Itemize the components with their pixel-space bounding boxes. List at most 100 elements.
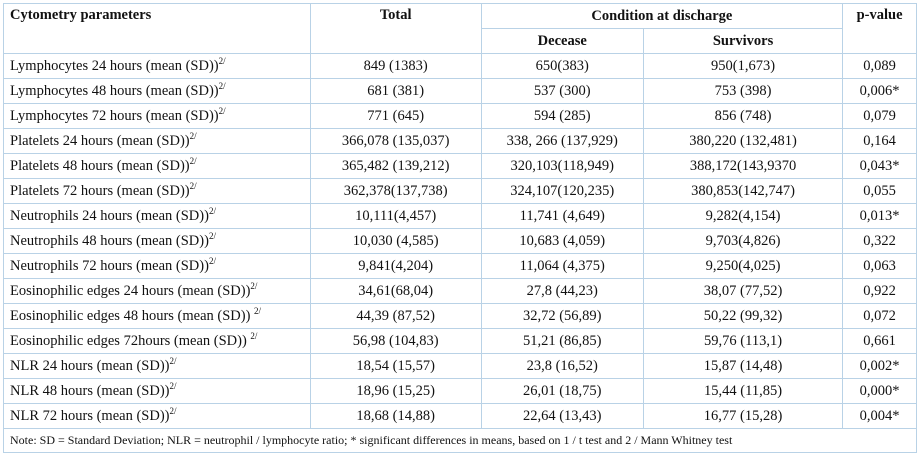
test-marker: 2/ (189, 155, 197, 166)
test-marker: 2/ (169, 380, 177, 391)
cell-pvalue: 0,072 (842, 303, 917, 329)
cell-total: 18,96 (15,25) (309, 378, 482, 404)
cell-parameter: Eosinophilic edges 24 hours (mean (SD))2… (3, 278, 311, 304)
cell-decease: 22,64 (13,43) (480, 403, 644, 429)
cell-total: 849 (1383) (309, 53, 482, 79)
table-row: Eosinophilic edges 48 hours (mean (SD)) … (3, 303, 917, 329)
cell-pvalue: 0,079 (842, 103, 917, 129)
cell-decease: 23,8 (16,52) (480, 353, 644, 379)
cell-total: 18,68 (14,88) (309, 403, 482, 429)
test-marker: 2/ (189, 180, 197, 191)
test-marker: 2/ (208, 255, 216, 266)
cell-parameter: NLR 24 hours (mean (SD))2/ (3, 353, 311, 379)
table-row: Eosinophilic edges 24 hours (mean (SD))2… (3, 278, 917, 304)
parameter-label: Neutrophils 72 hours (mean (SD)) (10, 257, 209, 274)
cell-pvalue: 0,661 (842, 328, 917, 354)
cell-pvalue: 0,089 (842, 53, 917, 79)
parameter-label: Platelets 72 hours (mean (SD)) (10, 182, 190, 199)
cell-pvalue: 0,006* (842, 78, 917, 104)
header-decease: Decease (480, 28, 644, 54)
cell-survivors: 9,703(4,826) (642, 228, 844, 254)
cell-decease: 594 (285) (480, 103, 644, 129)
cell-total: 18,54 (15,57) (309, 353, 482, 379)
table-row: Neutrophils 48 hours (mean (SD))2/10,030… (3, 228, 917, 254)
header-total: Total (309, 3, 482, 54)
cell-decease: 32,72 (56,89) (480, 303, 644, 329)
cell-decease: 11,741 (4,649) (480, 203, 644, 229)
cell-survivors: 59,76 (113,1) (642, 328, 844, 354)
parameter-label: NLR 24 hours (mean (SD)) (10, 357, 170, 374)
table-row: NLR 48 hours (mean (SD))2/18,96 (15,25) 2… (3, 378, 917, 404)
cell-decease: 338, 266 (137,929) (480, 128, 644, 154)
cell-decease: 650(383) (480, 53, 644, 79)
table-row: Lymphocytes 48 hours (mean (SD))2/681 (3… (3, 78, 917, 104)
cell-decease: 51,21 (86,85) (480, 328, 644, 354)
cell-survivors: 9,250(4,025) (642, 253, 844, 279)
cell-survivors: 950(1,673) (642, 53, 844, 79)
cell-total: 44,39 (87,52) (309, 303, 482, 329)
cell-total: 362,378(137,738) (309, 178, 482, 204)
cell-parameter: NLR 48 hours (mean (SD))2/ (3, 378, 311, 404)
test-marker: 2/ (218, 105, 226, 116)
parameter-label: Neutrophils 48 hours (mean (SD)) (10, 232, 209, 249)
cell-survivors: 15,87 (14,48) (642, 353, 844, 379)
table-row: Eosinophilic edges 72hours (mean (SD)) 2… (3, 328, 917, 354)
header-parameters: Cytometry parameters (3, 3, 311, 54)
table-row: NLR 72 hours (mean (SD))2/18,68 (14,88) 2… (3, 403, 917, 429)
test-marker: 2/ (169, 405, 177, 416)
table-row: Lymphocytes 72 hours (mean (SD))2/771 (6… (3, 103, 917, 129)
cell-total: 10,111(4,457) (309, 203, 482, 229)
cell-pvalue: 0,004* (842, 403, 917, 429)
cell-decease: 320,103(118,949) (480, 153, 644, 179)
cell-parameter: Neutrophils 72 hours (mean (SD))2/ (3, 253, 311, 279)
cell-pvalue: 0,043* (842, 153, 917, 179)
cell-pvalue: 0,002* (842, 353, 917, 379)
parameter-label: Lymphocytes 24 hours (mean (SD)) (10, 57, 219, 74)
test-marker: 2/ (218, 80, 226, 91)
cell-pvalue: 0,000* (842, 378, 917, 404)
cell-parameter: Platelets 72 hours (mean (SD))2/ (3, 178, 311, 204)
cell-survivors: 380,853(142,747) (642, 178, 844, 204)
table-row: Neutrophils 24 hours (mean (SD))2/10,111… (3, 203, 917, 229)
parameter-label: NLR 48 hours (mean (SD)) (10, 382, 170, 399)
table-row: Platelets 48 hours (mean (SD))2/365,482 … (3, 153, 917, 179)
cell-survivors: 388,172(143,9370 (642, 153, 844, 179)
cell-survivors: 380,220 (132,481) (642, 128, 844, 154)
cell-parameter: Eosinophilic edges 48 hours (mean (SD)) … (3, 303, 311, 329)
cell-survivors: 15,44 (11,85) (642, 378, 844, 404)
cell-pvalue: 0,055 (842, 178, 917, 204)
cell-parameter: Neutrophils 48 hours (mean (SD))2/ (3, 228, 311, 254)
parameter-label: Platelets 48 hours (mean (SD)) (10, 157, 190, 174)
cell-pvalue: 0,922 (842, 278, 917, 304)
cell-parameter: Platelets 48 hours (mean (SD))2/ (3, 153, 311, 179)
test-marker: 2/ (250, 330, 258, 341)
parameter-label: Lymphocytes 72 hours (mean (SD)) (10, 107, 219, 124)
table-row: NLR 24 hours (mean (SD))2/18,54 (15,57) 2… (3, 353, 917, 379)
cell-total: 9,841(4,204) (309, 253, 482, 279)
cell-total: 34,61(68,04) (309, 278, 482, 304)
cell-pvalue: 0,013* (842, 203, 917, 229)
test-marker: 2/ (254, 305, 262, 316)
test-marker: 2/ (189, 130, 197, 141)
table-body: Lymphocytes 24 hours (mean (SD))2/849 (1… (3, 53, 917, 429)
cell-survivors: 856 (748) (642, 103, 844, 129)
cell-survivors: 50,22 (99,32) (642, 303, 844, 329)
cell-decease: 26,01 (18,75) (480, 378, 644, 404)
cell-decease: 324,107(120,235) (480, 178, 644, 204)
cell-pvalue: 0,164 (842, 128, 917, 154)
test-marker: 2/ (169, 355, 177, 366)
table-row: Neutrophils 72 hours (mean (SD))2/9,841(… (3, 253, 917, 279)
parameter-label: NLR 72 hours (mean (SD)) (10, 407, 170, 424)
cell-decease: 11,064 (4,375) (480, 253, 644, 279)
test-marker: 2/ (208, 205, 216, 216)
test-marker: 2/ (250, 280, 258, 291)
cell-parameter: Neutrophils 24 hours (mean (SD))2/ (3, 203, 311, 229)
cell-parameter: Eosinophilic edges 72hours (mean (SD)) 2… (3, 328, 311, 354)
cell-parameter: NLR 72 hours (mean (SD))2/ (3, 403, 311, 429)
cell-decease: 537 (300) (480, 78, 644, 104)
parameter-label: Neutrophils 24 hours (mean (SD)) (10, 207, 209, 224)
cell-total: 56,98 (104,83) (309, 328, 482, 354)
test-marker: 2/ (218, 55, 226, 66)
parameter-label: Eosinophilic edges 24 hours (mean (SD)) (10, 282, 251, 299)
cell-total: 366,078 (135,037) (309, 128, 482, 154)
